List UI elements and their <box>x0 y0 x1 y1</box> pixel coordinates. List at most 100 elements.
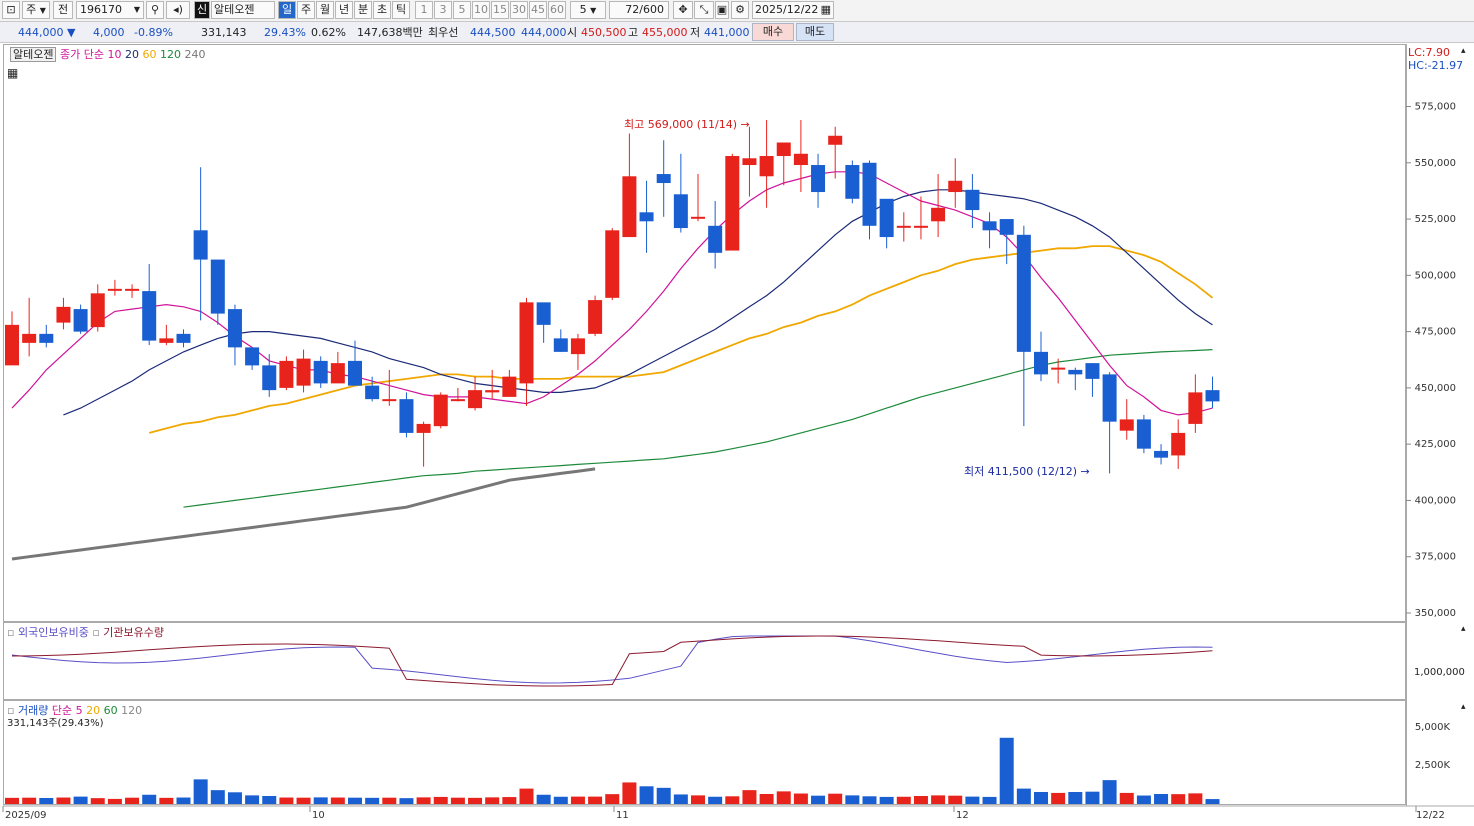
period-tab-1[interactable]: 주 <box>297 1 315 19</box>
candle-body[interactable] <box>1205 390 1220 402</box>
gear-icon[interactable]: ⚙ <box>731 1 749 19</box>
candle-body[interactable] <box>313 360 328 384</box>
candle-body[interactable] <box>1136 419 1151 449</box>
candle-body[interactable] <box>1188 392 1203 424</box>
candle-body[interactable] <box>759 156 774 177</box>
candle-body[interactable] <box>553 338 568 352</box>
candle-body[interactable] <box>416 423 431 433</box>
candle-body[interactable] <box>845 165 860 199</box>
candle-body[interactable] <box>107 288 122 291</box>
candle-body[interactable] <box>227 309 242 348</box>
candle-body[interactable] <box>1119 419 1134 431</box>
period-tab-3[interactable]: 년 <box>335 1 353 19</box>
candle-body[interactable] <box>1085 363 1100 379</box>
candle-body[interactable] <box>965 189 980 211</box>
candle-body[interactable] <box>330 363 345 384</box>
period-mode-select[interactable]: 주 ▼ <box>22 1 50 19</box>
stock-code-input[interactable]: 196170 ▼ <box>76 1 144 19</box>
interval-button-1[interactable]: 3 <box>434 1 452 19</box>
candle-body[interactable] <box>862 162 877 226</box>
candle-body[interactable] <box>1034 351 1048 375</box>
candle-body[interactable] <box>793 153 808 166</box>
legend-stock-name[interactable]: 알테오젠 <box>10 47 57 62</box>
period-tab-0[interactable]: 일 <box>278 1 296 19</box>
interval-button-3[interactable]: 10 <box>472 1 490 19</box>
candle-body[interactable] <box>382 399 397 402</box>
candle-body[interactable] <box>828 135 843 145</box>
holding-pane[interactable] <box>3 622 1406 700</box>
candle-body[interactable] <box>193 230 208 260</box>
window-icon[interactable]: ⊡ <box>2 1 20 19</box>
sell-button[interactable]: 매도 <box>796 23 834 41</box>
candle-body[interactable] <box>691 216 705 219</box>
save-icon[interactable]: ▣ <box>715 1 729 19</box>
candle-body[interactable] <box>502 376 517 397</box>
interval-button-4[interactable]: 15 <box>491 1 509 19</box>
candle-body[interactable] <box>262 365 277 391</box>
scroll-up-icon[interactable]: ▴ <box>1461 46 1466 56</box>
interval-button-6[interactable]: 45 <box>529 1 547 19</box>
candle-body[interactable] <box>519 302 534 384</box>
candle-body[interactable] <box>570 338 585 355</box>
period-tab-4[interactable]: 분 <box>354 1 372 19</box>
period-tab-6[interactable]: 틱 <box>392 1 410 19</box>
candle-body[interactable] <box>776 142 791 157</box>
candle-body[interactable] <box>913 225 928 228</box>
candle-body[interactable] <box>708 225 723 253</box>
candle-body[interactable] <box>656 174 671 184</box>
pane-collapse-icon[interactable]: ▴ <box>1461 624 1466 634</box>
candle-body[interactable] <box>450 399 465 402</box>
candle-body[interactable] <box>348 360 362 386</box>
candle-body[interactable] <box>536 302 551 325</box>
candle-body[interactable] <box>1051 367 1066 370</box>
candle-body[interactable] <box>468 390 483 409</box>
candle-body[interactable] <box>622 176 637 238</box>
buy-button[interactable]: 매수 <box>752 23 794 41</box>
zoom-icon[interactable]: ⤡ <box>694 1 714 19</box>
search-icon[interactable]: ⚲ <box>146 1 164 19</box>
stock-name[interactable]: 알테오젠 <box>211 1 275 19</box>
candle-body[interactable] <box>142 291 157 341</box>
candle-body[interactable] <box>588 300 603 334</box>
grid-toggle-icon[interactable]: ▦ <box>7 66 19 80</box>
candle-body[interactable] <box>279 360 294 388</box>
candle-body[interactable] <box>125 288 140 291</box>
prefix-button[interactable]: 전 <box>53 1 73 19</box>
interval-button-5[interactable]: 30 <box>510 1 528 19</box>
candle-body[interactable] <box>365 385 380 400</box>
candle-body[interactable] <box>948 180 963 193</box>
candle-body[interactable] <box>1102 374 1117 422</box>
interval-button-7[interactable]: 60 <box>548 1 566 19</box>
candle-body[interactable] <box>159 338 174 343</box>
candle-body[interactable] <box>1171 432 1186 456</box>
candle-body[interactable] <box>22 333 37 343</box>
candle-body[interactable] <box>931 207 946 222</box>
candle-body[interactable] <box>605 230 620 298</box>
custom-interval-select[interactable]: 5 ▼ <box>570 1 606 19</box>
candle-body[interactable] <box>56 306 71 323</box>
pane-collapse-icon[interactable]: ▴ <box>1461 702 1466 712</box>
interval-button-2[interactable]: 5 <box>453 1 471 19</box>
candle-body[interactable] <box>210 259 225 314</box>
candle-body[interactable] <box>296 358 311 386</box>
candle-body[interactable] <box>879 198 894 238</box>
candle-body[interactable] <box>742 158 757 166</box>
data-count-field[interactable]: 72/600 <box>609 1 669 19</box>
candle-body[interactable] <box>399 399 414 433</box>
candle-body[interactable] <box>73 309 88 332</box>
crosshair-icon[interactable]: ✥ <box>673 1 693 19</box>
candle-body[interactable] <box>673 194 688 229</box>
candle-body[interactable] <box>999 219 1014 235</box>
date-field[interactable]: 2025/12/22 ▦ <box>752 1 834 19</box>
candle-body[interactable] <box>1016 234 1031 352</box>
period-tab-2[interactable]: 월 <box>316 1 334 19</box>
candle-body[interactable] <box>433 394 448 427</box>
candle-body[interactable] <box>725 156 740 251</box>
candle-body[interactable] <box>90 293 105 328</box>
candle-body[interactable] <box>485 390 500 393</box>
volume-pane[interactable] <box>3 700 1406 805</box>
candle-body[interactable] <box>639 212 654 222</box>
candle-body[interactable] <box>176 333 191 343</box>
candle-body[interactable] <box>982 221 997 231</box>
candle-body[interactable] <box>5 324 19 366</box>
